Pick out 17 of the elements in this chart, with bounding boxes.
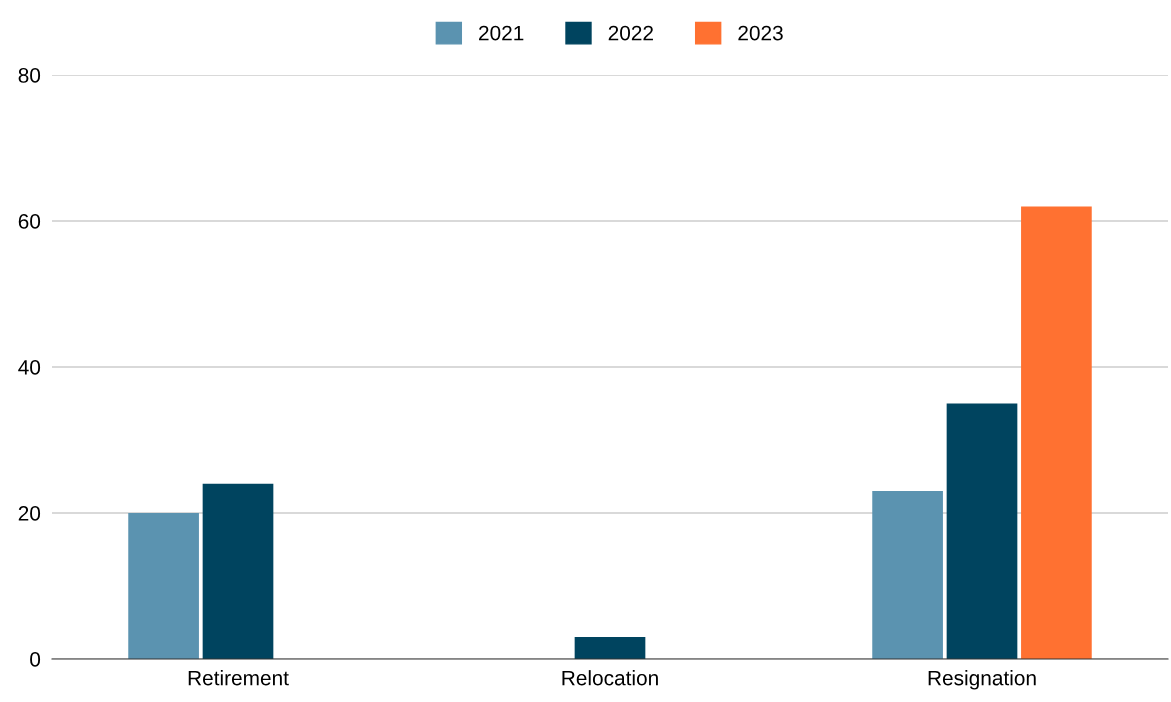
y-tick-label: 40	[18, 360, 41, 375]
x-tick-label: Relocation	[562, 670, 658, 686]
bar	[128, 513, 199, 659]
y-tick-label: 80	[18, 68, 41, 83]
legend-label: 2022	[608, 25, 653, 41]
bar	[574, 637, 646, 659]
legend-label: 2021	[479, 25, 524, 41]
y-tick-label: 0	[30, 652, 41, 667]
x-tick-label: Resignation	[928, 670, 1036, 690]
y-tick-label: 20	[18, 506, 41, 521]
bar	[1021, 206, 1092, 659]
bar	[946, 403, 1018, 659]
x-tick-label: Retirement	[188, 670, 289, 686]
bar	[872, 491, 943, 659]
y-tick-label: 60	[18, 214, 41, 229]
bar	[202, 483, 274, 659]
legend-label: 2023	[738, 25, 783, 41]
